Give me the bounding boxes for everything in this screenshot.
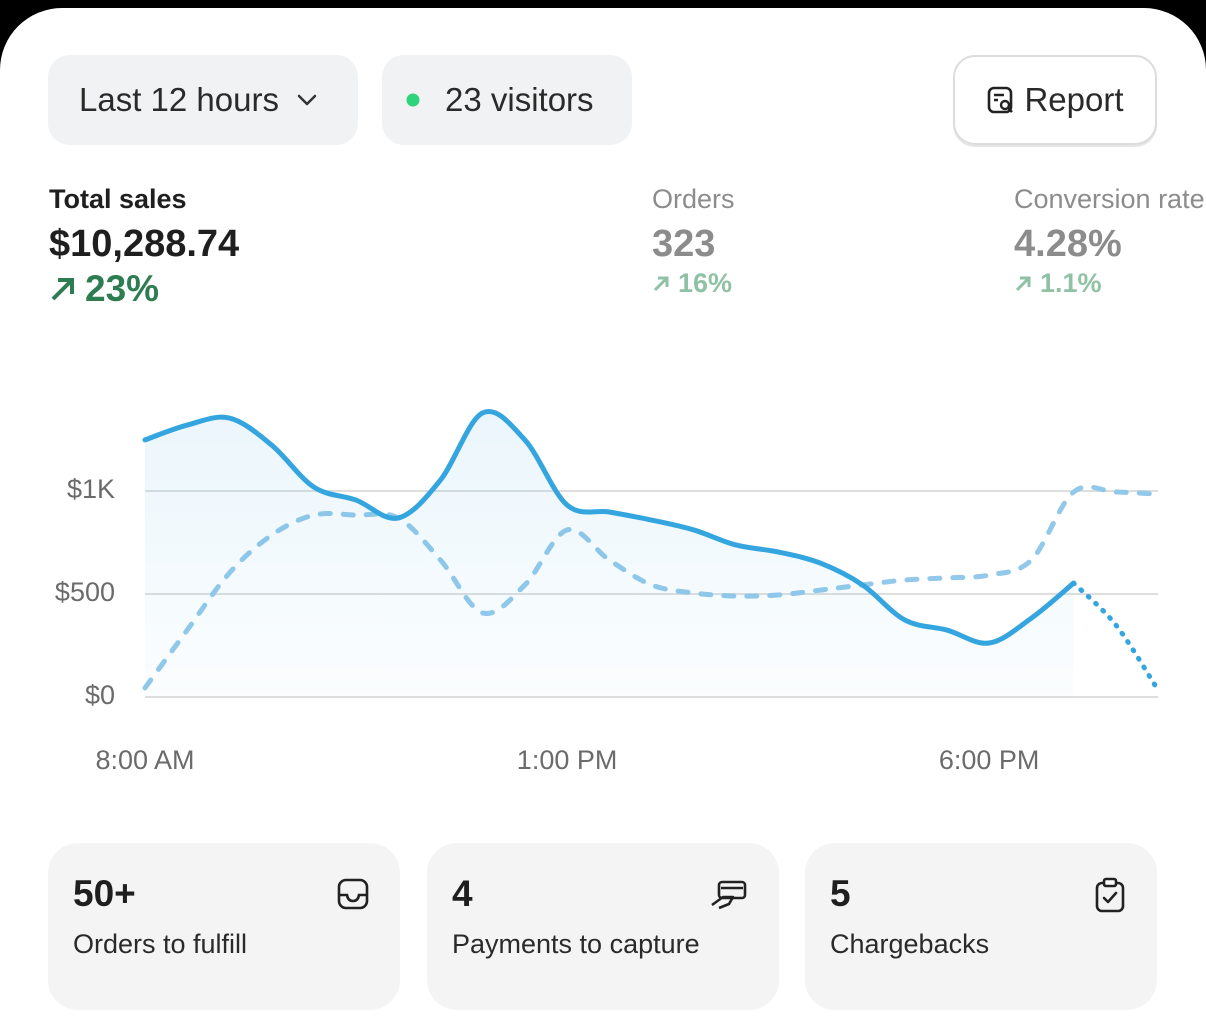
metric-label: Conversion rate (1014, 184, 1205, 214)
task-label: Orders to fulfill (73, 929, 248, 959)
metric-value: 323 (652, 223, 716, 265)
area (145, 411, 1074, 697)
metric-change: 1.1% (1014, 268, 1205, 299)
line-series (142, 409, 1077, 646)
time-range-select[interactable]: Last 12 hours (48, 55, 358, 145)
task-card[interactable]: 50+ Orders to fulfill (48, 843, 400, 1010)
up-arrow (1015, 276, 1031, 291)
task-count: 50+ (73, 873, 136, 914)
visitors-text: 23 visitors (445, 81, 594, 118)
task-count: 5 (830, 873, 851, 914)
task-card[interactable]: 5 Chargebacks (805, 843, 1157, 1010)
report-icon (988, 86, 1014, 114)
payment-icon (711, 880, 747, 910)
chevron-icon (297, 94, 317, 106)
x-tick-label: 6:00 PM (939, 745, 1040, 775)
task-card[interactable]: 4 Payments to capture (427, 843, 779, 1010)
y-tick-label: $1K (67, 474, 115, 504)
metric-label: Total sales (49, 184, 187, 214)
report-button[interactable]: Report (953, 55, 1157, 145)
clipboard-icon (1095, 877, 1125, 913)
metric-change-text: 16% (678, 268, 733, 298)
x-tick-label: 8:00 AM (95, 745, 194, 775)
metric-change: 16% (652, 268, 735, 299)
up-arrow (51, 278, 74, 301)
x-tick-label: 1:00 PM (517, 745, 618, 775)
metric-change-text: 1.1% (1040, 268, 1102, 298)
metric-value: 4.28% (1014, 223, 1122, 265)
report-text: Report (1024, 81, 1124, 118)
task-label: Chargebacks (830, 929, 990, 959)
sales-chart: $0 $500 $1K 8:00 AM 1:00 PM 6:00 PM (55, 409, 1161, 775)
metric-total-sales[interactable]: Total sales $10,288.74 23% (49, 184, 239, 310)
dashboard: Last 12 hours 23 visitors Report Total s… (0, 8, 1206, 1025)
time-range-text: Last 12 hours (79, 81, 279, 118)
live-dot (406, 93, 420, 107)
up-arrow (653, 276, 669, 291)
metric-label: Orders (652, 184, 735, 214)
y-tick-label: $500 (55, 577, 115, 607)
line-series (1071, 580, 1161, 693)
metric-change: 23% (49, 268, 239, 310)
task-count: 4 (452, 873, 473, 914)
task-label: Payments to capture (452, 929, 700, 959)
inbox-icon (337, 878, 369, 910)
metric-value: $10,288.74 (49, 223, 240, 265)
metric-conversion[interactable]: Conversion rate 4.28% 1.1% (1014, 184, 1205, 299)
metric-change-text: 23% (85, 268, 160, 309)
visitors-pill[interactable]: 23 visitors (382, 55, 632, 145)
y-tick-label: $0 (85, 680, 115, 710)
metric-orders[interactable]: Orders 323 16% (652, 184, 735, 299)
